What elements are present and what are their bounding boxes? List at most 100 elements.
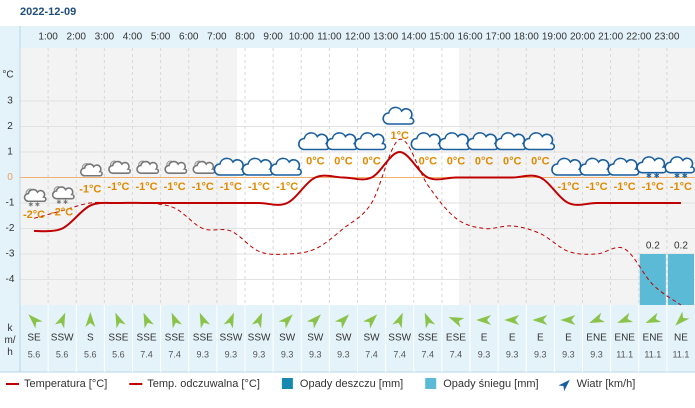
legend-label: Opady śniegu [mm] bbox=[443, 378, 538, 390]
x-tick-label: 11:00 bbox=[317, 32, 342, 43]
y-tick-label: -1 bbox=[6, 198, 15, 209]
wind-dir: ENE bbox=[643, 333, 664, 344]
wind-arrow bbox=[28, 314, 43, 329]
wind-dir: SSW bbox=[248, 333, 271, 344]
wind-arrow bbox=[251, 312, 263, 329]
x-tick-label: 9:00 bbox=[263, 32, 283, 43]
wind-dir: ESE bbox=[446, 333, 466, 344]
wind-dir: E bbox=[481, 333, 488, 344]
x-tick-label: 7:00 bbox=[207, 32, 227, 43]
wind-arrow bbox=[278, 314, 293, 329]
wind-dir: E bbox=[537, 333, 544, 344]
wind-speed: 9.3 bbox=[590, 349, 603, 359]
weather-icon bbox=[410, 132, 443, 151]
wind-speed: 9.3 bbox=[534, 349, 547, 359]
wind-speed: 9.3 bbox=[197, 349, 210, 359]
wind-speed: 5.6 bbox=[56, 349, 69, 359]
x-tick-label: 12:00 bbox=[345, 32, 370, 43]
x-tick-label: 21:00 bbox=[598, 32, 623, 43]
temp-label: -1°C bbox=[557, 181, 579, 193]
wind-speed: 9.3 bbox=[253, 349, 266, 359]
wind-arrow bbox=[363, 314, 378, 329]
temp-label: -1°C bbox=[79, 183, 101, 195]
wind-dir: SW bbox=[335, 333, 352, 344]
feels-like-line bbox=[33, 138, 682, 306]
precip-bar bbox=[639, 254, 666, 305]
x-tick-label: 23:00 bbox=[654, 32, 679, 43]
x-tick-label: 5:00 bbox=[151, 32, 171, 43]
weather-icon bbox=[523, 132, 556, 151]
x-tick-label: 19:00 bbox=[542, 32, 567, 43]
temp-label: 0°C bbox=[447, 155, 466, 167]
night-shade bbox=[20, 48, 237, 305]
x-tick-label: 4:00 bbox=[123, 32, 143, 43]
wind-arrow bbox=[448, 316, 465, 328]
x-tick-label: 13:00 bbox=[373, 32, 398, 43]
wind-arrow bbox=[424, 312, 436, 329]
wind-speed: 11.1 bbox=[616, 349, 633, 359]
wind-dir: SSE bbox=[137, 333, 157, 344]
y-tick-label: -3 bbox=[6, 249, 15, 260]
legend-swatch bbox=[425, 378, 437, 389]
date: 2022-12-09 bbox=[20, 6, 76, 18]
wind-speed: 11.1 bbox=[673, 349, 690, 359]
x-tick-label: 8:00 bbox=[235, 32, 255, 43]
temp-label: 0°C bbox=[531, 155, 550, 167]
temp-label: -2°C bbox=[23, 209, 45, 221]
header-row bbox=[20, 26, 695, 48]
x-tick-label: 14:00 bbox=[401, 32, 426, 43]
wind-arrow bbox=[85, 312, 96, 327]
wind-arrow bbox=[334, 314, 350, 329]
legend-label: Temp. odczuwalna [°C] bbox=[147, 378, 260, 390]
y-tick-label: 1 bbox=[7, 147, 13, 158]
y-tick-label: 2 bbox=[7, 121, 13, 132]
wind-dir: ENE bbox=[614, 333, 635, 344]
y-tick-label: 3 bbox=[7, 96, 13, 107]
wind-dir: SSW bbox=[51, 333, 74, 344]
legend-label: Opady deszczu [mm] bbox=[300, 378, 403, 390]
wind-speed: 9.3 bbox=[506, 349, 519, 359]
wind-arrow bbox=[504, 315, 520, 325]
wind-speed: 7.4 bbox=[365, 349, 378, 359]
temp-label: 0°C bbox=[475, 155, 494, 167]
weather-icon bbox=[438, 132, 471, 151]
wind-arrow bbox=[199, 312, 211, 329]
wind-dir: E bbox=[565, 333, 572, 344]
wind-dir: SSE bbox=[418, 333, 438, 344]
wind-arrow bbox=[645, 312, 662, 324]
temp-label: 0°C bbox=[334, 155, 353, 167]
temp-label: -1°C bbox=[136, 181, 158, 193]
x-tick-label: 10:00 bbox=[289, 32, 314, 43]
wind-speed: 9.3 bbox=[225, 349, 238, 359]
wind-arrow bbox=[54, 312, 66, 329]
temp-label: -1°C bbox=[642, 181, 664, 193]
wind-arrow bbox=[675, 311, 690, 326]
wind-dir: E bbox=[509, 333, 516, 344]
weather-icon bbox=[51, 186, 75, 200]
wind-speed: 7.4 bbox=[140, 349, 153, 359]
weather-icon bbox=[241, 157, 274, 176]
temp-label: 0°C bbox=[306, 155, 325, 167]
legend-swatch bbox=[281, 378, 293, 389]
legend-swatch bbox=[558, 379, 570, 392]
weather-icon bbox=[382, 106, 415, 125]
snow: ✱ ✱ bbox=[56, 199, 68, 206]
axis-column bbox=[0, 26, 20, 372]
wind-speed: 9.3 bbox=[337, 349, 350, 359]
wind-arrow bbox=[306, 314, 321, 329]
x-tick-label: 16:00 bbox=[457, 32, 482, 43]
legend-label: Wiatr [km/h] bbox=[577, 378, 636, 390]
wind-arrow bbox=[392, 312, 403, 329]
bar-label: 0.2 bbox=[646, 241, 660, 252]
weather-icon bbox=[354, 132, 387, 151]
temp-label: 0°C bbox=[362, 155, 381, 167]
wind-dir: SE bbox=[27, 333, 41, 344]
wind-speed: 5.6 bbox=[84, 349, 97, 359]
weather-icon bbox=[108, 160, 132, 174]
wind-arrow bbox=[171, 312, 182, 329]
x-tick-label: 1:00 bbox=[38, 32, 58, 43]
weather-icon bbox=[23, 188, 47, 203]
x-tick-label: 15:00 bbox=[429, 32, 454, 43]
